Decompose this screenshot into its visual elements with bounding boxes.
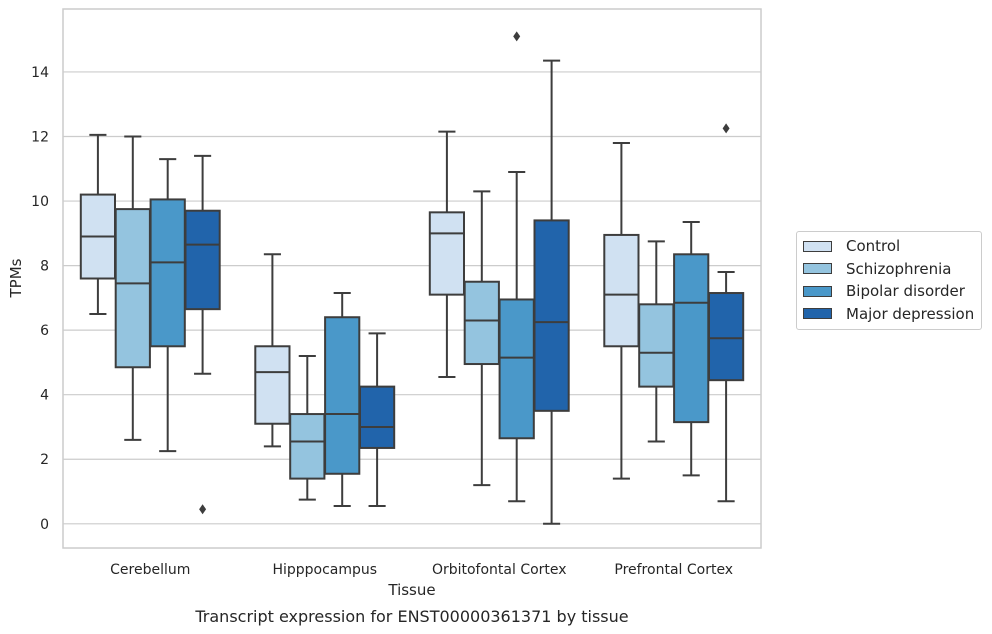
legend-swatch-bipolar-disorder — [803, 285, 832, 297]
plot-frame — [62, 8, 762, 549]
y-tick-label-10: 10 — [31, 194, 49, 210]
box-iqr — [254, 345, 291, 425]
x-tick-label: Orbitofontal Cortex — [432, 562, 567, 578]
box-iqr — [673, 253, 710, 424]
chart-caption: Transcript expression for ENST0000036137… — [194, 607, 628, 626]
box-major-depression — [533, 59, 570, 525]
box-iqr — [324, 316, 361, 475]
legend-label-schizophrenia: Schizophrenia — [846, 259, 952, 278]
y-tick-label-12: 12 — [31, 129, 49, 145]
box-bipolar-disorder — [498, 31, 535, 503]
box-control — [79, 133, 117, 316]
box-iqr — [184, 209, 221, 311]
x-axis-ticks: Cerebellum Hipppocampus Orbitofontal Corte… — [110, 562, 733, 578]
box-iqr — [533, 219, 570, 412]
box-control — [428, 130, 466, 378]
x-axis-label: Tissue — [387, 581, 435, 599]
box-control — [603, 141, 640, 480]
y-axis-label: TPMs — [7, 258, 25, 298]
legend-swatch-major-depression — [803, 308, 832, 320]
y-tick-label-0: 0 — [40, 517, 49, 533]
legend-item-bipolar-disorder: Bipolar disorder — [797, 280, 981, 303]
legend-item-major-depression: Major depression — [797, 303, 981, 326]
box-iqr — [428, 211, 466, 296]
y-tick-label-2: 2 — [40, 452, 49, 468]
legend-label-bipolar-disorder: Bipolar disorder — [846, 282, 965, 301]
box-control — [254, 253, 291, 448]
box-schizophrenia — [463, 190, 500, 487]
legend: Control Schizophrenia Bipolar disorder M… — [796, 231, 982, 330]
box-schizophrenia — [289, 354, 326, 501]
box-iqr — [114, 208, 151, 369]
box-iqr — [463, 280, 500, 366]
legend-item-control: Control — [797, 235, 981, 258]
legend-item-schizophrenia: Schizophrenia — [797, 258, 981, 281]
box-major-depression — [184, 154, 221, 515]
x-tick-label: Prefrontal Cortex — [614, 562, 733, 578]
legend-swatch-schizophrenia — [803, 263, 832, 275]
box-bipolar-disorder — [324, 292, 361, 508]
y-axis-ticks: 0 2 4 6 8 10 12 14 — [31, 65, 49, 533]
outlier-point — [722, 123, 730, 134]
legend-label-control: Control — [846, 237, 901, 256]
y-tick-label-8: 8 — [40, 259, 49, 275]
box-bipolar-disorder — [673, 221, 710, 477]
box-iqr — [707, 292, 745, 382]
y-tick-label-14: 14 — [31, 65, 49, 81]
box-schizophrenia — [114, 135, 151, 441]
box-iqr — [603, 233, 640, 348]
box-iqr — [358, 385, 396, 449]
box-major-depression — [358, 332, 396, 508]
box-iqr — [638, 303, 675, 388]
box-iqr — [149, 198, 186, 348]
outlier-point — [199, 504, 207, 515]
y-tick-label-4: 4 — [40, 388, 49, 404]
box-schizophrenia — [638, 240, 675, 443]
box-major-depression — [707, 123, 745, 503]
box-iqr — [289, 413, 326, 480]
box-iqr — [498, 298, 535, 440]
outlier-point — [513, 31, 521, 42]
legend-label-major-depression: Major depression — [846, 304, 975, 323]
x-tick-label: Cerebellum — [110, 562, 190, 578]
box-bipolar-disorder — [149, 158, 186, 453]
y-tick-label-6: 6 — [40, 323, 49, 339]
box-series — [79, 31, 745, 525]
x-tick-label: Hipppocampus — [272, 562, 377, 578]
legend-swatch-control — [803, 240, 832, 252]
